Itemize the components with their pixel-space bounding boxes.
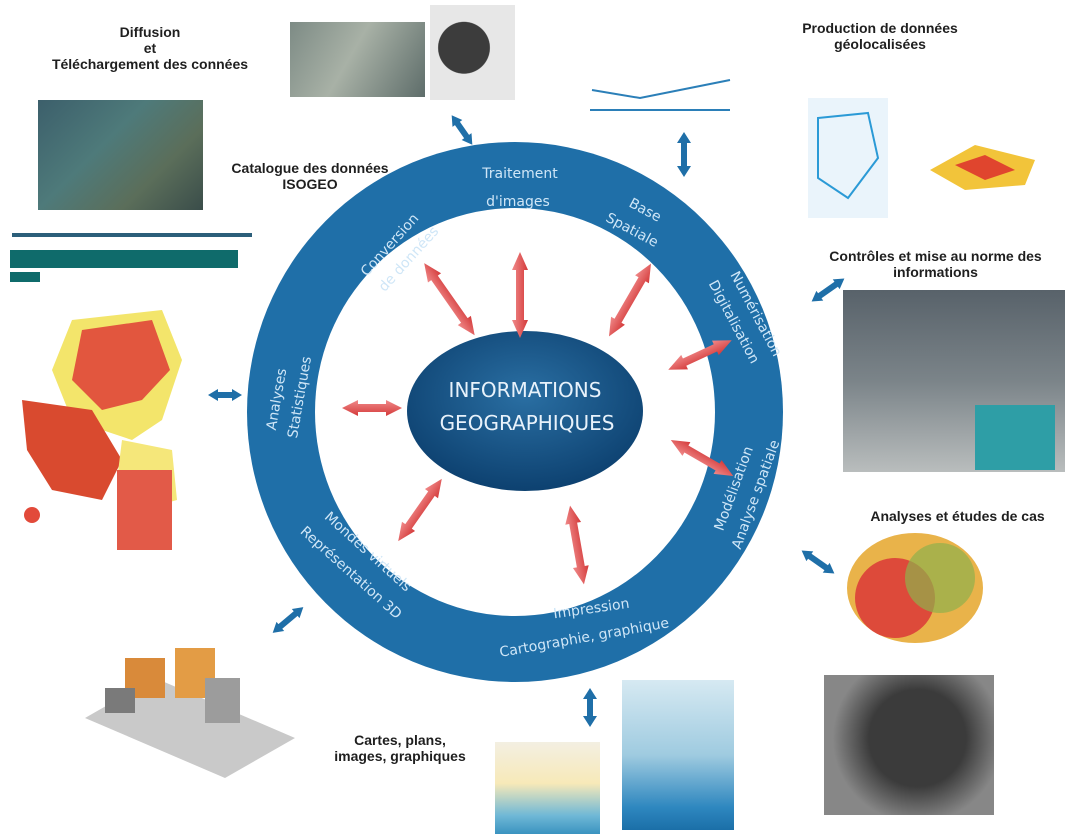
label-production-2: géolocalisées — [834, 36, 926, 53]
red-arrow — [512, 252, 528, 338]
label-diffusion-2: et — [143, 40, 157, 57]
red-arrow — [398, 478, 442, 542]
map-red-lower — [22, 400, 122, 500]
choropleth-map — [22, 310, 182, 550]
red-arrow — [609, 263, 651, 337]
dark-map-bottom-right — [824, 675, 994, 815]
red-arrow — [342, 400, 402, 416]
red-arrow — [424, 263, 475, 336]
dot-density-map — [847, 533, 983, 643]
3d-city-image — [85, 648, 295, 778]
red-arrow — [668, 340, 732, 370]
label-production-1: Production de données — [802, 20, 958, 36]
blue-arrow — [451, 115, 473, 145]
aerial-photo-top — [290, 22, 425, 97]
production-map-left — [808, 98, 888, 218]
label-controles-2: informations — [893, 264, 978, 281]
blue-arrow — [208, 389, 242, 401]
map-dot — [24, 507, 40, 523]
label-cartes-1: Cartes, plans, — [354, 732, 446, 748]
map-red-block — [117, 470, 172, 550]
catalogue-banner-small — [10, 272, 40, 282]
blue-arrow — [583, 688, 597, 727]
label-catalogue-1: Catalogue des données — [231, 160, 389, 176]
label-controles: Contrôles et mise au norme des informati… — [796, 248, 1075, 280]
red-arrow — [670, 440, 734, 476]
center-title-line1: INFORMATIONS — [449, 378, 602, 402]
satellite-image — [38, 100, 203, 210]
label-diffusion-1: Diffusion — [119, 24, 181, 40]
catalogue-banner — [10, 250, 238, 268]
label-controles-1: Contrôles et mise au norme des — [829, 248, 1042, 264]
blue-arrow — [272, 607, 304, 633]
city-base — [85, 678, 295, 778]
catalogue-header-bar — [12, 233, 252, 237]
label-cartes-2: images, graphiques — [334, 748, 466, 765]
ring-text-traitement: Traitement — [481, 166, 558, 182]
label-production: Production de données géolocalisées — [770, 20, 990, 52]
controles-cover — [975, 405, 1055, 470]
center-title-line2: GEOGRAPHIQUES — [440, 411, 615, 435]
bottom-map-right — [622, 680, 734, 830]
label-analyses-cas: Analyses et études de cas — [840, 508, 1075, 524]
city-building — [205, 678, 240, 723]
coast-map-top — [430, 5, 515, 100]
label-analyses-cas-1: Analyses et études de cas — [870, 508, 1045, 524]
bottom-map-left — [495, 742, 600, 834]
center-ellipse — [407, 331, 643, 491]
blue-arrow — [677, 132, 691, 177]
red-arrows — [342, 252, 734, 585]
label-diffusion: Diffusion et Téléchargement des connées — [0, 24, 300, 72]
red-arrow — [565, 505, 589, 585]
production-map-right — [930, 145, 1035, 190]
label-catalogue: Catalogue des données ISOGEO — [210, 160, 410, 192]
line-chart-thumb — [580, 20, 740, 120]
city-building — [105, 688, 135, 713]
label-catalogue-2: ISOGEO — [282, 176, 338, 193]
ring-text-traitement-2: d'images — [486, 194, 550, 210]
label-diffusion-3: Téléchargement des connées — [51, 56, 249, 73]
blue-arrows — [208, 115, 845, 727]
blue-arrow — [801, 550, 835, 574]
map-red-area — [72, 320, 170, 410]
blue-arrow — [811, 278, 845, 302]
label-cartes: Cartes, plans, images, graphiques — [310, 732, 490, 764]
